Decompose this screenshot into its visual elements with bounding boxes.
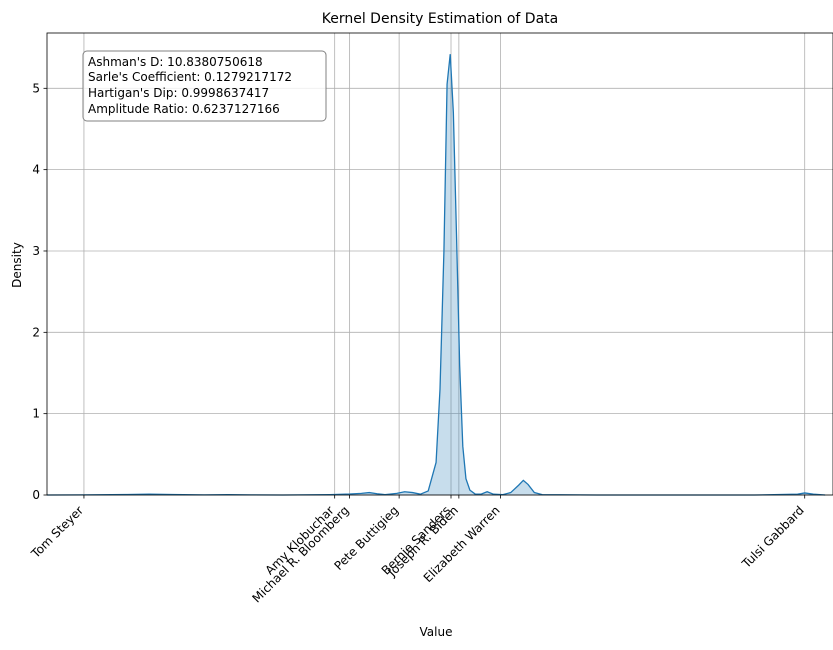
y-tick-label: 2 (32, 325, 40, 339)
x-tick-label: Tom Steyer (28, 503, 86, 561)
y-tick-label: 5 (32, 81, 40, 95)
stats-box: Ashman's D: 10.8380750618 Sarle's Coeffi… (82, 50, 327, 122)
stats-ashman-d: Ashman's D: 10.8380750618 (88, 55, 263, 69)
x-axis-label: Value (420, 625, 453, 639)
y-axis-label: Density (10, 242, 24, 288)
stats-sarle-coefficient: Sarle's Coefficient: 0.1279217172 (88, 70, 292, 84)
y-tick-label: 4 (32, 163, 40, 177)
gridlines (47, 33, 833, 496)
stats-hartigan-dip: Hartigan's Dip: 0.9998637417 (88, 86, 269, 100)
x-tick-label: Amy Klobuchar (262, 503, 336, 577)
y-axis: 0 1 2 3 4 5 (32, 81, 47, 502)
x-tick-label: Michael R. Bloomberg (249, 503, 351, 605)
y-tick-label: 3 (32, 244, 40, 258)
plot-frame (46, 32, 833, 496)
chart-title: Kernel Density Estimation of Data (322, 11, 558, 27)
stats-amplitude-ratio: Amplitude Ratio: 0.6237127166 (88, 102, 280, 116)
y-tick-label: 0 (32, 488, 40, 502)
x-tick-label: Tulsi Gabbard (739, 503, 807, 571)
y-tick-label: 1 (32, 407, 40, 421)
stats-box-frame (82, 50, 327, 122)
